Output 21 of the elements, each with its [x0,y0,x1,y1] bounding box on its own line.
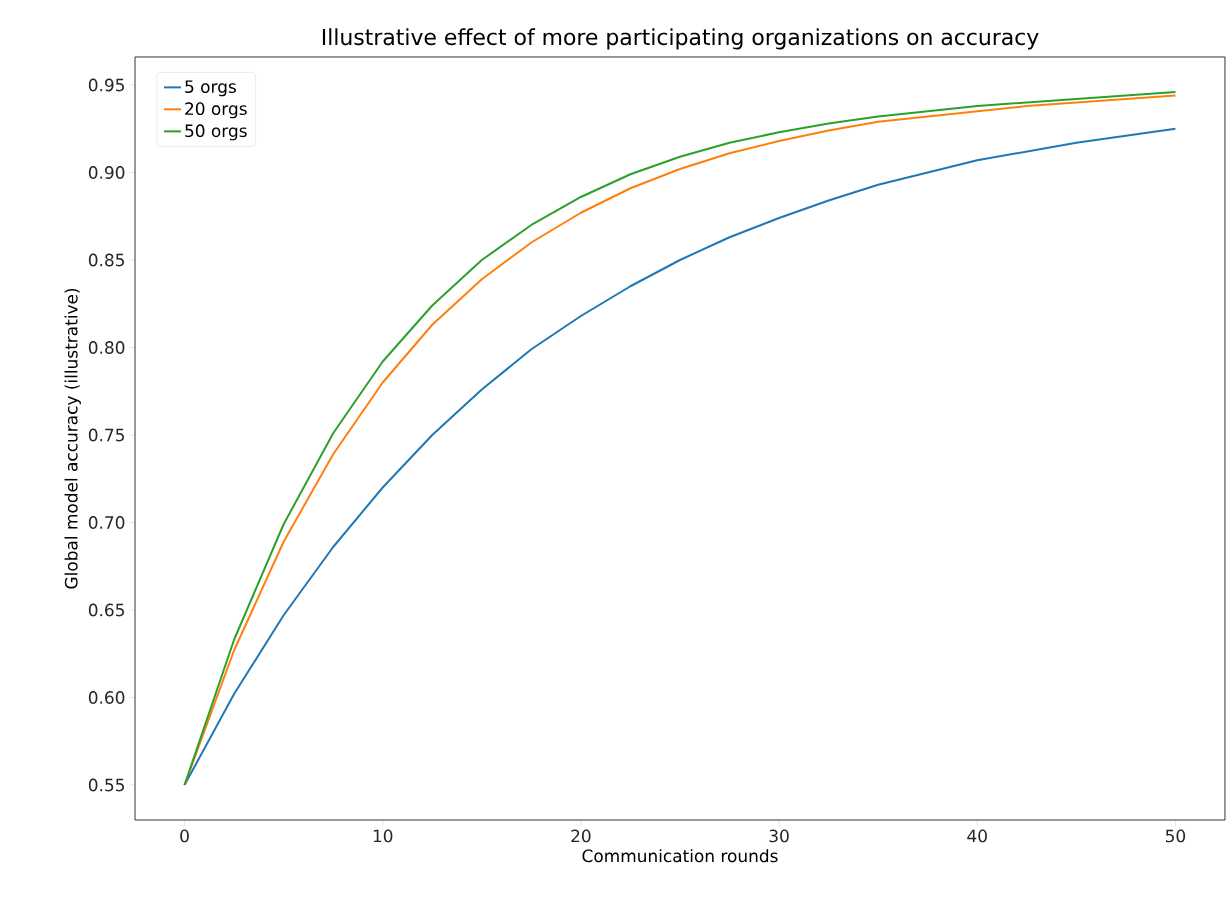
y-tick-label: 0.90 [88,166,125,179]
x-tick-label: 40 [967,829,987,843]
y-tick-label: 0.60 [88,691,125,704]
y-tick-label: 0.65 [88,603,124,617]
x-tick-label: 50 [1165,829,1186,843]
legend-label: 50 orgs [185,124,247,141]
x-tick-label: 10 [373,829,393,843]
y-tick-label: 0.80 [88,341,125,354]
x-tick-label: 30 [769,829,789,843]
y-tick-label: 0.95 [88,78,124,92]
y-tick-label: 0.55 [88,778,124,792]
x-axis-title: Communication rounds [582,849,778,863]
y-tick-label: 0.70 [88,516,125,529]
legend-label: 5 orgs [185,80,236,97]
x-tick-label: 0 [180,829,189,843]
y-axis-title: Global model accuracy (illustrative) [64,288,81,589]
y-tick-label: 0.85 [88,253,124,267]
chart-title: Illustrative effect of more participating organizations on accuracy [322,28,1039,50]
x-tick-label: 20 [571,829,591,843]
legend-label: 20 orgs [185,102,247,119]
y-tick-label: 0.75 [88,428,124,442]
